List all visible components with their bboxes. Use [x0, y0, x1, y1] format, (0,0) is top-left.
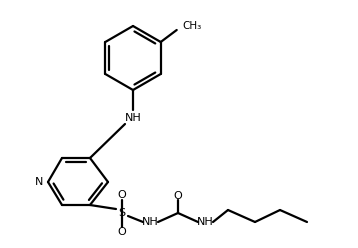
Text: O: O [118, 227, 126, 237]
Text: NH: NH [197, 217, 213, 227]
Text: NH: NH [125, 113, 141, 123]
Text: O: O [174, 191, 182, 201]
Text: NH: NH [142, 217, 158, 227]
Text: CH₃: CH₃ [183, 21, 202, 31]
Text: S: S [118, 208, 126, 218]
Text: O: O [118, 190, 126, 200]
Text: N: N [35, 177, 43, 187]
